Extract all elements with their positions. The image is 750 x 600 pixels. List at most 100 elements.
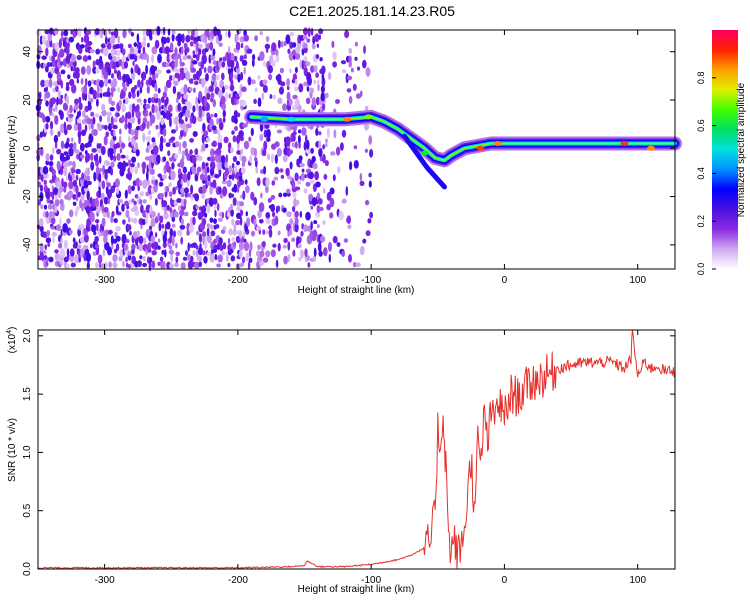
spectrogram-cell-149	[59, 216, 62, 226]
spectrogram-cell-776	[142, 45, 146, 55]
spectrogram-cell-118	[51, 55, 56, 63]
spectrogram-cell-1870	[319, 156, 323, 162]
spectrogram-cell-602	[119, 128, 122, 135]
spectrogram-cell-1682	[286, 188, 291, 194]
spectrogram-cell-1806	[306, 139, 310, 150]
spectrogram-cell-1538	[249, 155, 253, 164]
spectrogram-cell-48	[42, 115, 46, 123]
spectrogram-cell-625	[122, 81, 126, 88]
spectrogram-cell-686	[131, 156, 137, 163]
spectrogram-cell-856	[154, 179, 158, 186]
spectrogram-cell-1165	[196, 104, 200, 112]
spectrogram-cell-1404	[228, 93, 231, 99]
spectrogram-cell-291	[75, 28, 78, 37]
spectrogram-cell-1518	[241, 59, 248, 66]
spectrogram-cell-76	[45, 40, 51, 48]
spectrogram-cell-1829	[310, 65, 315, 73]
spectrogram-cell-1067	[179, 67, 185, 74]
spectrogram-cell-606	[118, 75, 122, 81]
spectrogram-cell-1735	[294, 210, 299, 218]
spectrogram-cell-642	[124, 162, 129, 167]
spectrogram-cell-872	[158, 222, 162, 232]
spectrogram-cell-58	[46, 230, 50, 237]
spectrogram-cell-1273	[208, 224, 214, 230]
spectrogram-cell-379	[87, 41, 93, 46]
spectrogram-cell-29	[40, 146, 44, 157]
spectrogram-cell-692	[131, 108, 135, 118]
spectrogram-cell-652	[127, 264, 132, 269]
spectrogram-cell-1708	[289, 41, 294, 49]
spectrogram-cell-133	[53, 134, 59, 144]
spectrogram-cell-1749	[298, 256, 302, 262]
spectrogram-cell-82	[47, 203, 53, 210]
spectrogram-cell-1024	[176, 198, 182, 203]
spectrogram-cell-1076	[184, 187, 189, 194]
spectrogram-cell-1382	[225, 167, 230, 176]
spectrogram-cell-148	[56, 224, 62, 232]
spectrogram-cell-581	[116, 187, 119, 195]
spectrogram-cell-1585	[259, 31, 263, 36]
spectrogram-cell-458	[98, 60, 104, 70]
spectrogram-cell-1323	[216, 202, 220, 212]
spectrogram-cell-1602	[265, 185, 269, 194]
spectrogram-cell-1830	[310, 27, 314, 36]
spectrogram-cell-418	[96, 223, 99, 232]
spectrogram-cell-1845	[311, 43, 316, 50]
spectrogram-cell-1680	[286, 211, 292, 218]
spectrogram-cell-1964	[362, 238, 367, 244]
spectrogram-cell-1237	[203, 98, 207, 107]
spectrogram-cell-1886	[322, 144, 325, 150]
ridge-hotspot-6	[493, 141, 502, 146]
spectrogram-cell-1943	[349, 161, 353, 171]
spectrogram-cell-1003	[175, 251, 180, 257]
spectrogram-cell-797	[145, 103, 151, 109]
figure-title: C2E1.2025.181.14.23.R05	[289, 3, 455, 19]
spectrogram-cell-322	[79, 142, 85, 152]
spectrogram-cell-1071	[182, 256, 188, 261]
spectrogram-cell-1222	[203, 255, 208, 264]
spectrogram-cell-1897	[323, 247, 328, 257]
spectrogram-cell-1446	[234, 97, 237, 106]
spectrogram-cell-1411	[230, 255, 236, 262]
spectrogram-cell-952	[166, 53, 171, 63]
spectrogram-cell-654	[127, 251, 132, 256]
spectrogram-cell-1017	[174, 58, 179, 68]
spectrogram-cell-357	[86, 261, 90, 270]
spectrogram-cell-1660	[280, 81, 286, 87]
spectrogram-cell-1416	[230, 209, 234, 217]
spectrogram-cell-816	[147, 162, 152, 170]
spectrogram-cell-1338	[217, 254, 223, 263]
spectrogram-cell-83	[49, 200, 54, 204]
spectrogram-cell-1903	[328, 253, 331, 263]
spectrogram-cell-209	[66, 263, 70, 270]
snr-series-line	[37, 329, 676, 570]
spectrogram-cell-1176	[197, 247, 204, 256]
spectrogram-cell-1808	[305, 97, 311, 105]
spectrogram-cell-813	[149, 194, 153, 200]
spectrogram-cell-495	[105, 131, 109, 138]
spectrogram-cell-767	[141, 161, 147, 170]
spectrogram-cell-850	[151, 29, 155, 36]
spectrogram-cell-1908	[327, 72, 332, 80]
spectrogram-cell-749	[139, 199, 143, 205]
spectrogram-cell-1135	[192, 210, 198, 217]
spectrogram-cell-1860	[316, 79, 320, 84]
spectrogram-cell-1505	[242, 256, 246, 264]
spectrogram-cell-1385	[223, 136, 229, 144]
snr-panel: -300 -200 -100 0 100 0.0 0.5 1.0 1.5 2.0 Height …	[6, 327, 676, 595]
spectrogram-cell-52	[41, 55, 47, 60]
spectrogram-cell-913	[162, 241, 167, 249]
spectrogram-cell-137	[55, 85, 59, 93]
spectrogram-cell-644	[124, 122, 128, 130]
spectrogram-cell-236	[67, 190, 74, 199]
spectrogram-cell-1677	[287, 241, 291, 251]
spectrogram-cell-1403	[227, 142, 232, 150]
y-tick-label: 0.5	[22, 503, 33, 517]
spectrogram-cell-1302	[214, 209, 217, 218]
spectrogram-cell-591	[116, 49, 121, 57]
spectrogram-cell-794	[145, 135, 151, 142]
spectrogram-cell-1384	[225, 154, 229, 164]
spectrogram-cell-1242	[203, 67, 207, 73]
spectrogram-cell-452	[98, 143, 102, 149]
spectrogram-cell-957	[170, 252, 173, 263]
